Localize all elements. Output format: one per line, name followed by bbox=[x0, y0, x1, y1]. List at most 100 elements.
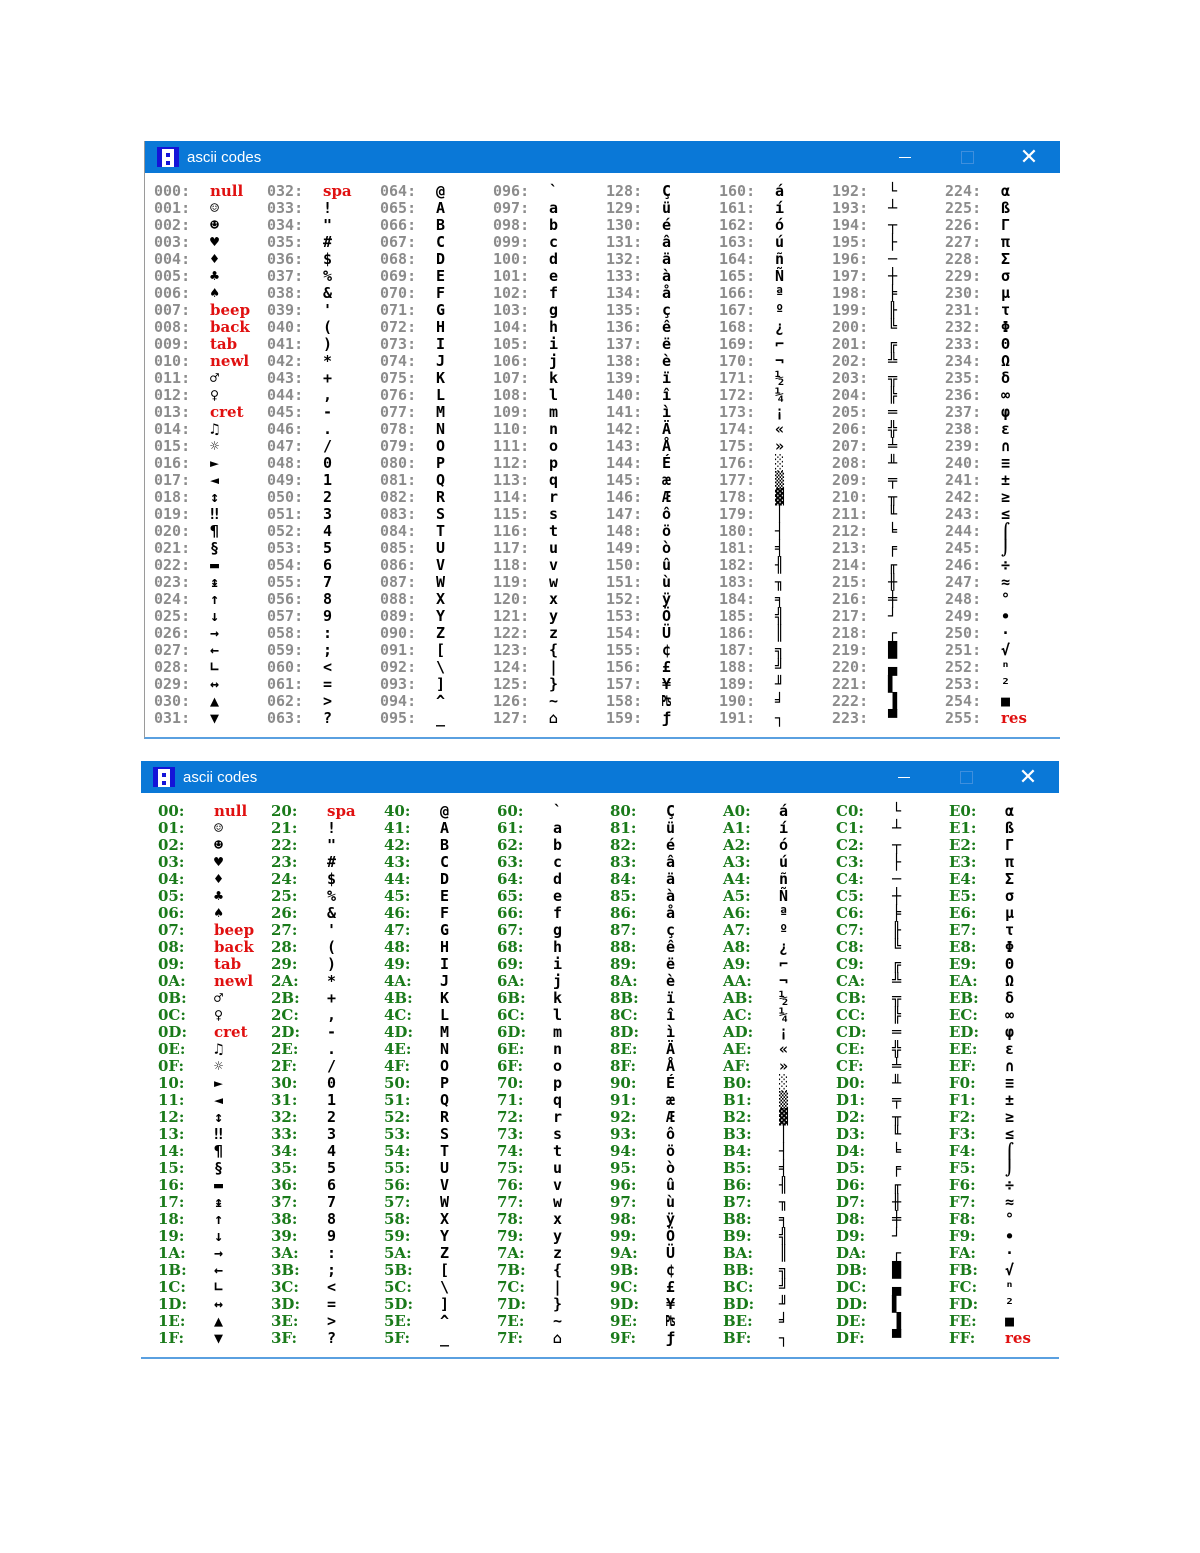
glyph: < bbox=[323, 658, 333, 676]
glyph: > bbox=[327, 1312, 337, 1330]
code-label: F7: bbox=[949, 1193, 976, 1211]
glyph: e bbox=[549, 267, 559, 285]
code-label: 3D: bbox=[271, 1295, 300, 1313]
code-label: 01: bbox=[158, 819, 185, 837]
table-row: 37: 7 bbox=[271, 1194, 384, 1211]
code-label: 093: bbox=[380, 675, 417, 693]
ascii-table: 00: null 01: ☺ 02: ☻ 03: ♥ 04: ♦ 05: ♣ 06: ♠ 07: beep 08… bbox=[158, 803, 1059, 1347]
glyph: Æ bbox=[662, 488, 672, 506]
maximize-button[interactable] bbox=[935, 761, 997, 793]
glyph: ╬ bbox=[892, 1040, 902, 1058]
code-label: F3: bbox=[949, 1125, 976, 1143]
glyph: B bbox=[440, 836, 450, 854]
table-row: 12: ↕ bbox=[158, 1109, 271, 1126]
glyph: ▬ bbox=[214, 1176, 224, 1194]
code-label: C4: bbox=[836, 870, 864, 888]
glyph: ⌂ bbox=[553, 1329, 563, 1347]
code-label: E6: bbox=[949, 904, 977, 922]
code-label: 012: bbox=[154, 386, 191, 404]
code-label: 170: bbox=[719, 352, 756, 370]
table-row: 24: $ bbox=[271, 871, 384, 888]
code-label: 054: bbox=[267, 556, 304, 574]
table-row: 163: ú bbox=[719, 234, 832, 251]
code-label: B3: bbox=[723, 1125, 752, 1143]
table-row: CD: ═ bbox=[836, 1024, 949, 1041]
code-label: 186: bbox=[719, 624, 756, 642]
table-row: DC: ▄ bbox=[836, 1279, 949, 1296]
code-label: 028: bbox=[154, 658, 191, 676]
table-row: 118: v bbox=[493, 557, 606, 574]
code-label: 2C: bbox=[271, 1006, 299, 1024]
glyph: ├ bbox=[892, 853, 902, 871]
code-label: 139: bbox=[606, 369, 643, 387]
glyph: ╡ bbox=[775, 539, 785, 557]
code-label: 039: bbox=[267, 301, 304, 319]
table-row: 96: û bbox=[610, 1177, 723, 1194]
code-label: 015: bbox=[154, 437, 191, 455]
table-row: 43: C bbox=[384, 854, 497, 871]
code-label: 2A: bbox=[271, 972, 299, 990]
table-row: 79: y bbox=[497, 1228, 610, 1245]
glyph: ? bbox=[323, 709, 333, 727]
glyph: ╗ bbox=[779, 1261, 789, 1279]
maximize-button[interactable] bbox=[936, 141, 998, 173]
code-label: 049: bbox=[267, 471, 304, 489]
title-bar[interactable]: ascii codes ✕ bbox=[145, 141, 1060, 173]
glyph: ╫ bbox=[892, 1193, 902, 1211]
code-label: 92: bbox=[610, 1108, 637, 1126]
glyph: π bbox=[1005, 853, 1015, 871]
glyph: » bbox=[779, 1057, 789, 1075]
glyph: ↕ bbox=[214, 1108, 224, 1126]
glyph: ╔ bbox=[888, 335, 898, 353]
table-row: 168: ¿ bbox=[719, 319, 832, 336]
glyph: ■ bbox=[1005, 1312, 1015, 1330]
glyph: Y bbox=[436, 607, 446, 625]
glyph: null bbox=[214, 802, 248, 820]
table-row: 162: ó bbox=[719, 217, 832, 234]
minimize-button[interactable] bbox=[873, 761, 935, 793]
glyph: ` bbox=[549, 182, 559, 200]
glyph: ù bbox=[662, 573, 672, 591]
glyph: i bbox=[549, 335, 559, 353]
table-row: 9C: £ bbox=[610, 1279, 723, 1296]
table-row: A8: ¿ bbox=[723, 939, 836, 956]
table-row: 047: / bbox=[267, 438, 380, 455]
glyph: ╓ bbox=[892, 1176, 902, 1194]
code-label: 072: bbox=[380, 318, 417, 336]
table-row: 2D: - bbox=[271, 1024, 384, 1041]
close-button[interactable]: ✕ bbox=[998, 141, 1060, 173]
minimize-button[interactable] bbox=[874, 141, 936, 173]
glyph: ∩ bbox=[1001, 437, 1011, 455]
glyph: ¶ bbox=[214, 1142, 224, 1160]
table-row: 6F: o bbox=[497, 1058, 610, 1075]
table-column: C0: └ C1: ┴ C2: ┬ C3: ├ C4: ─ C5: ┼ C6: ╞ C7: ╟ C8: ╚ C9: ╔… bbox=[836, 803, 949, 1347]
table-row: 076: L bbox=[380, 387, 493, 404]
table-row: 60: ` bbox=[497, 803, 610, 820]
glyph: D bbox=[436, 250, 446, 268]
code-label: E3: bbox=[949, 853, 977, 871]
code-label: B0: bbox=[723, 1074, 752, 1092]
table-row: 071: G bbox=[380, 302, 493, 319]
code-label: 155: bbox=[606, 641, 643, 659]
glyph: c bbox=[553, 853, 563, 871]
glyph: newl bbox=[210, 352, 250, 370]
glyph: M bbox=[436, 403, 446, 421]
glyph: α bbox=[1001, 182, 1011, 200]
close-button[interactable]: ✕ bbox=[997, 761, 1059, 793]
glyph: ÷ bbox=[1005, 1176, 1015, 1194]
glyph: § bbox=[214, 1159, 224, 1177]
table-row: 05: ♣ bbox=[158, 888, 271, 905]
table-column: E0: α E1: ß E2: Γ E3: π E4: Σ E5: σ E6: µ E7: τ E8: Φ E9: Θ… bbox=[949, 803, 1062, 1347]
title-bar[interactable]: ascii codes ✕ bbox=[141, 761, 1059, 793]
code-label: 13: bbox=[158, 1125, 185, 1143]
table-row: 5A: Z bbox=[384, 1245, 497, 1262]
table-row: 1A: → bbox=[158, 1245, 271, 1262]
code-label: AA: bbox=[723, 972, 752, 990]
glyph: ╨ bbox=[888, 454, 898, 472]
table-row: 170: ¬ bbox=[719, 353, 832, 370]
glyph: M bbox=[440, 1023, 450, 1041]
code-label: 4C: bbox=[384, 1006, 412, 1024]
table-row: 227: π bbox=[945, 234, 1058, 251]
glyph: ╫ bbox=[888, 573, 898, 591]
code-label: 66: bbox=[497, 904, 524, 922]
